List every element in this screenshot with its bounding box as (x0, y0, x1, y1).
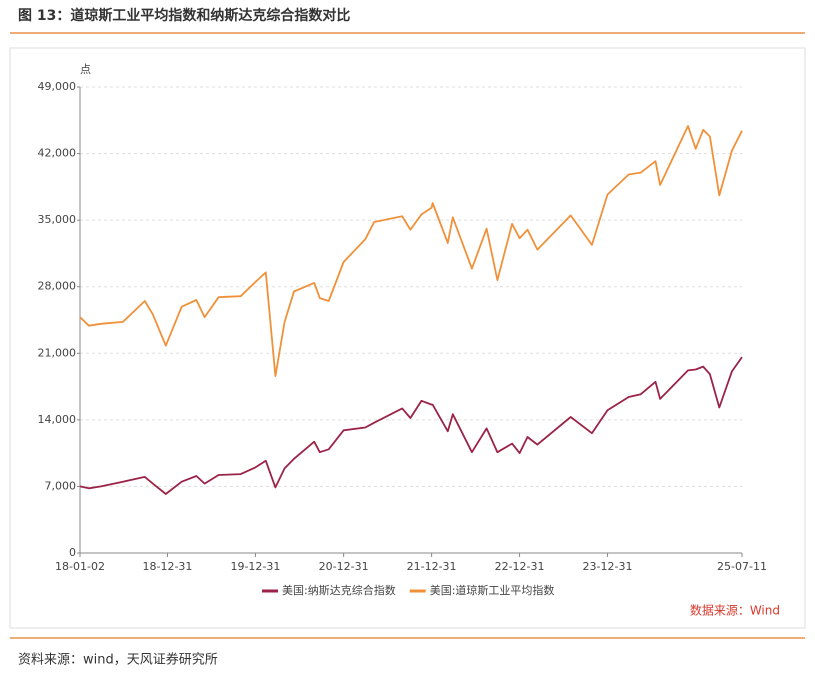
x-tick-label: 22-12-31 (495, 560, 545, 573)
legend-label: 美国:道琼斯工业平均指数 (430, 583, 555, 597)
y-tick-label: 21,000 (38, 346, 77, 359)
y-tick-label: 35,000 (38, 213, 77, 226)
legend-label: 美国:纳斯达克综合指数 (282, 583, 396, 597)
line-series (79, 125, 743, 377)
chart-frame (9, 47, 806, 629)
y-axis-label: 点 (80, 63, 91, 76)
y-tick-label: 49,000 (38, 80, 77, 93)
line-series (79, 356, 743, 495)
source-note: 数据来源：Wind (690, 603, 780, 618)
x-tick-label: 18-12-31 (143, 560, 193, 573)
footer: 资料来源：wind，天风证券研究所 (18, 652, 218, 668)
x-tick-label: 23-12-31 (583, 560, 633, 573)
x-tick-label: 25-07-11 (717, 560, 767, 573)
y-tick-label: 42,000 (38, 147, 77, 160)
x-tick-label: 18-01-02 (55, 560, 105, 573)
y-tick-label: 28,000 (38, 280, 77, 293)
figure-title: 图 13：道琼斯工业平均指数和纳斯达克综合指数对比 (18, 7, 350, 24)
x-tick-label: 19-12-31 (230, 560, 280, 573)
x-tick-label: 20-12-31 (319, 560, 369, 573)
x-tick-label: 21-12-31 (407, 560, 457, 573)
y-tick-label: 7,000 (45, 479, 77, 492)
y-tick-label: 14,000 (38, 413, 77, 426)
y-tick-label: 0 (69, 546, 76, 559)
